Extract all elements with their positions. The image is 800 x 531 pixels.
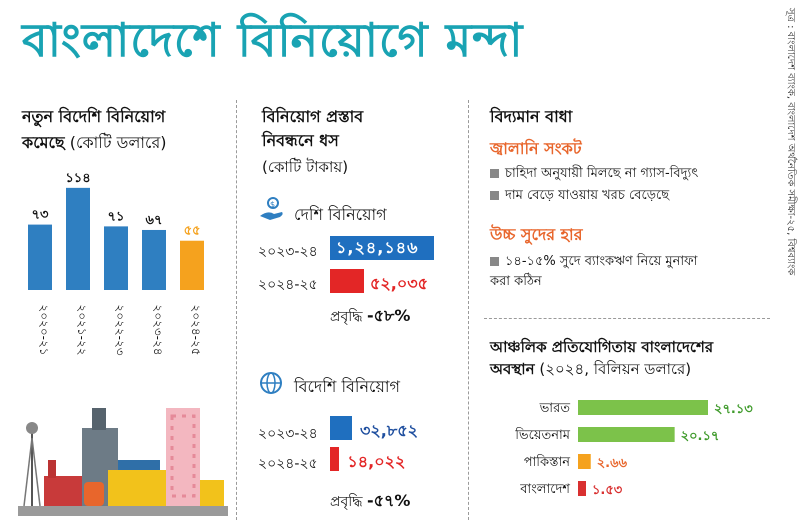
pink-tower-windows bbox=[170, 414, 196, 498]
factory-ground bbox=[18, 506, 228, 516]
fdi-category-label: ২০২৩-২৪ bbox=[151, 304, 165, 355]
regional-bar bbox=[578, 454, 591, 469]
barrier-item-energy-1: চাহিদা অনুযায়ী মিলছে না গ্যাস-বিদ্যুৎ bbox=[490, 164, 698, 185]
foreign-growth-label: প্রবৃদ্ধি bbox=[330, 494, 363, 510]
tower-leg-right bbox=[31, 437, 41, 507]
regional-value-label: ১.৫৩ bbox=[592, 483, 623, 498]
fdi-title-line2: কমেছে (কোটি ডলারে) bbox=[22, 130, 167, 157]
foreign-growth-value: -৫৭% bbox=[366, 491, 411, 510]
foreign-value-2024: ১৪,০২২ bbox=[347, 452, 406, 471]
regional-title-unit: (২০২৪, বিলিয়ন ডলারে) bbox=[539, 360, 692, 378]
proposals-title-line2: নিবন্ধনে ধস bbox=[262, 131, 339, 150]
fdi-bar bbox=[142, 229, 166, 290]
foreign-value-2023: ৩২,৮৫২ bbox=[360, 421, 419, 440]
regional-category-label: পাকিস্তান bbox=[524, 454, 571, 470]
divider-right bbox=[468, 100, 469, 520]
barrier-item-interest-1: ১৪-১৫% সুদে ব্যাংকঋণ নিয়ে মুনাফা করা কঠ… bbox=[490, 252, 720, 292]
factory-illustration bbox=[18, 408, 228, 516]
regional-bar bbox=[578, 427, 675, 442]
domestic-value-2024: ৫২,০৩৫ bbox=[370, 274, 429, 293]
source-note: সূত্র : বাংলাদেশ ব্যাংক, বাংলাদেশ অর্থনৈ… bbox=[785, 8, 796, 276]
regional-value-label: ২০.১৭ bbox=[681, 429, 720, 444]
domestic-bar-2024 bbox=[330, 269, 364, 293]
regional-category-label: ভারত bbox=[539, 401, 571, 416]
barrier-heading-energy: জ্বালানি সংকট bbox=[490, 139, 582, 158]
regional-category-label: ভিয়েতনাম bbox=[514, 427, 571, 443]
foreign-bar-2024 bbox=[330, 447, 340, 471]
bullet-icon bbox=[490, 191, 499, 200]
barrier-heading-interest: উচ্চ সুদের হার bbox=[490, 225, 583, 244]
fdi-bar bbox=[180, 240, 204, 290]
barrier-item-text: চাহিদা অনুযায়ী মিলছে না গ্যাস-বিদ্যুৎ bbox=[505, 166, 699, 181]
fdi-bar bbox=[104, 226, 128, 290]
barrier-item-text: ১৪-১৫% সুদে ব্যাংকঋণ নিয়ে মুনাফা করা কঠ… bbox=[490, 254, 698, 289]
yellow-small-building bbox=[200, 480, 224, 506]
bullet-icon bbox=[490, 257, 499, 266]
fdi-category-label: ২০২১-২২ bbox=[75, 304, 89, 355]
domestic-year-2: ২০২৪-২৫ bbox=[258, 277, 318, 293]
tower-leg-left bbox=[23, 437, 33, 507]
domestic-growth-value: -৫৮% bbox=[366, 306, 411, 325]
divider-left bbox=[236, 100, 237, 520]
regional-value-label: ২.৬৬ bbox=[597, 456, 628, 471]
tower-dish bbox=[26, 422, 38, 434]
fdi-bar-chart: ৭৩ ২০২০-২১ ১১৪ ২০২১-২২ ৭১ ২০২২-২৩ ৬৭ ২০২৩-২৪ ৫৫ ২… bbox=[28, 171, 204, 356]
regional-bar-chart: ভারত ২৭.১৩ ভিয়েতনাম ২০.১৭ পাকিস্তান ২.৬৬ বাংল… bbox=[514, 400, 753, 498]
red-building bbox=[44, 476, 84, 506]
divider-horizontal bbox=[484, 318, 770, 319]
domestic-growth-label: প্রবৃদ্ধি bbox=[330, 309, 363, 325]
globe-icon bbox=[260, 372, 282, 394]
fdi-value-label: ৭৩ bbox=[32, 208, 49, 223]
page-title: বাংলাদেশে বিনিয়োগে মন্দা bbox=[22, 13, 524, 67]
regional-category-label: বাংলাদেশ bbox=[519, 482, 570, 497]
regional-title-bold: অবস্থান bbox=[490, 360, 535, 378]
fdi-category-label: ২০২৪-২৫ bbox=[189, 304, 203, 355]
svg-text:$: $ bbox=[270, 200, 275, 209]
domestic-bar-2023: ১,২৪,১৪৬ bbox=[330, 236, 434, 260]
foreign-year-2: ২০২৪-২৫ bbox=[258, 456, 318, 472]
regional-title-line2: অবস্থান (২০২৪, বিলিয়ন ডলারে) bbox=[490, 358, 691, 383]
regional-title-line1: আঞ্চলিক প্রতিযোগিতায় বাংলাদেশের bbox=[490, 338, 714, 356]
fdi-category-label: ২০২০-২১ bbox=[37, 304, 51, 355]
proposals-unit: (কোটি টাকায়) bbox=[262, 158, 349, 176]
orange-tank bbox=[84, 482, 104, 506]
fdi-title-bold: কমেছে bbox=[22, 133, 65, 152]
regional-value-label: ২৭.১৩ bbox=[714, 402, 753, 417]
foreign-label: বিদেশি বিনিয়োগ bbox=[294, 377, 401, 396]
fdi-value-label: ১১৪ bbox=[65, 171, 90, 186]
fdi-title-unit: (কোটি ডলারে) bbox=[69, 133, 167, 152]
money-hand-icon: $ bbox=[260, 197, 283, 220]
proposals-title-line1: বিনিয়োগ প্রস্তাব bbox=[262, 107, 364, 126]
barriers-title: বিদ্যমান বাধা bbox=[490, 107, 573, 126]
blue-panels bbox=[118, 460, 160, 470]
yellow-block bbox=[108, 470, 168, 506]
domestic-value-2023: ১,২৪,১৪৬ bbox=[336, 237, 419, 257]
bullet-icon bbox=[490, 169, 499, 178]
foreign-bar-2023 bbox=[330, 416, 352, 440]
barrier-item-energy-2: দাম বেড়ে যাওয়ায় খরচ বেড়েছে bbox=[490, 186, 669, 207]
red-chimney bbox=[48, 460, 56, 478]
fdi-category-label: ২০২২-২৩ bbox=[113, 304, 127, 355]
foreign-growth: প্রবৃদ্ধি -৫৭% bbox=[330, 488, 410, 515]
domestic-label: দেশি বিনিয়োগ bbox=[294, 205, 387, 224]
regional-bar bbox=[578, 481, 586, 496]
fdi-value-label: ৫৫ bbox=[184, 224, 201, 239]
foreign-year-1: ২০২৩-২৪ bbox=[258, 426, 318, 442]
fdi-title-line1: নতুন বিদেশি বিনিয়োগ bbox=[22, 107, 166, 126]
regional-bar bbox=[578, 400, 708, 415]
barrier-item-text: দাম বেড়ে যাওয়ায় খরচ বেড়েছে bbox=[505, 188, 670, 203]
fdi-value-label: ৭১ bbox=[108, 209, 125, 224]
fdi-value-label: ৬৭ bbox=[146, 213, 163, 228]
domestic-year-1: ২০২৩-২৪ bbox=[258, 244, 318, 260]
gray-tower-roof bbox=[92, 408, 106, 430]
domestic-growth: প্রবৃদ্ধি -৫৮% bbox=[330, 303, 410, 330]
fdi-bar bbox=[66, 187, 90, 290]
fdi-bar bbox=[28, 224, 52, 290]
